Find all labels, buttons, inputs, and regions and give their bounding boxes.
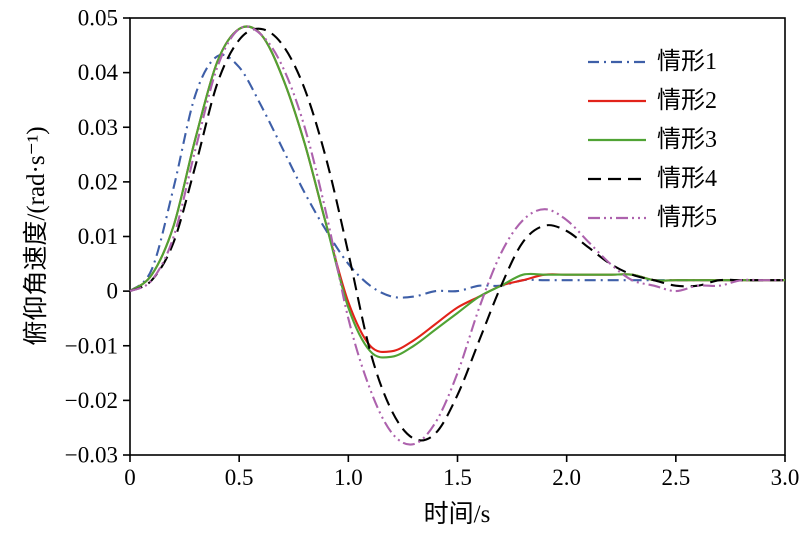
legend-label: 情形4 — [657, 165, 717, 192]
legend-label: 情形1 — [657, 48, 717, 75]
y-tick-label: 0.04 — [78, 60, 119, 85]
y-tick-label: −0.02 — [65, 388, 118, 413]
legend-item-1: 情形1 — [588, 48, 717, 75]
legend-item-3: 情形3 — [588, 126, 717, 153]
x-tick-label: 3.0 — [771, 465, 800, 490]
x-tick-label: 0 — [124, 465, 136, 490]
series-line-5 — [129, 25, 785, 446]
y-tick-label: 0.01 — [78, 224, 118, 249]
legend-label: 情形3 — [657, 126, 717, 153]
y-tick-label: −0.03 — [65, 443, 118, 468]
y-tick-label: 0.03 — [78, 115, 118, 140]
x-tick-label: 1.5 — [443, 465, 472, 490]
plot-frame — [129, 17, 786, 456]
legend-item-4: 情形4 — [588, 165, 717, 192]
y-tick-label: −0.01 — [65, 333, 118, 358]
series-line-4 — [129, 27, 785, 442]
y-tick-label: 0.05 — [78, 6, 118, 31]
x-tick-label: 0.5 — [225, 465, 254, 490]
x-tick-label: 2.0 — [552, 465, 581, 490]
y-axis-label: 俯仰角速度/(rad·s⁻¹) — [23, 126, 50, 346]
x-axis-label: 时间/s — [423, 501, 491, 528]
y-tick-label: 0 — [107, 279, 119, 304]
legend-item-5: 情形5 — [588, 204, 717, 231]
x-tick-label: 1.0 — [334, 465, 363, 490]
legend-label: 情形5 — [657, 204, 717, 231]
legend-label: 情形2 — [657, 87, 717, 114]
series-line-1 — [129, 53, 785, 299]
y-tick-label: 0.02 — [78, 169, 118, 194]
legend-item-2: 情形2 — [588, 87, 717, 114]
x-tick-label: 2.5 — [661, 465, 690, 490]
